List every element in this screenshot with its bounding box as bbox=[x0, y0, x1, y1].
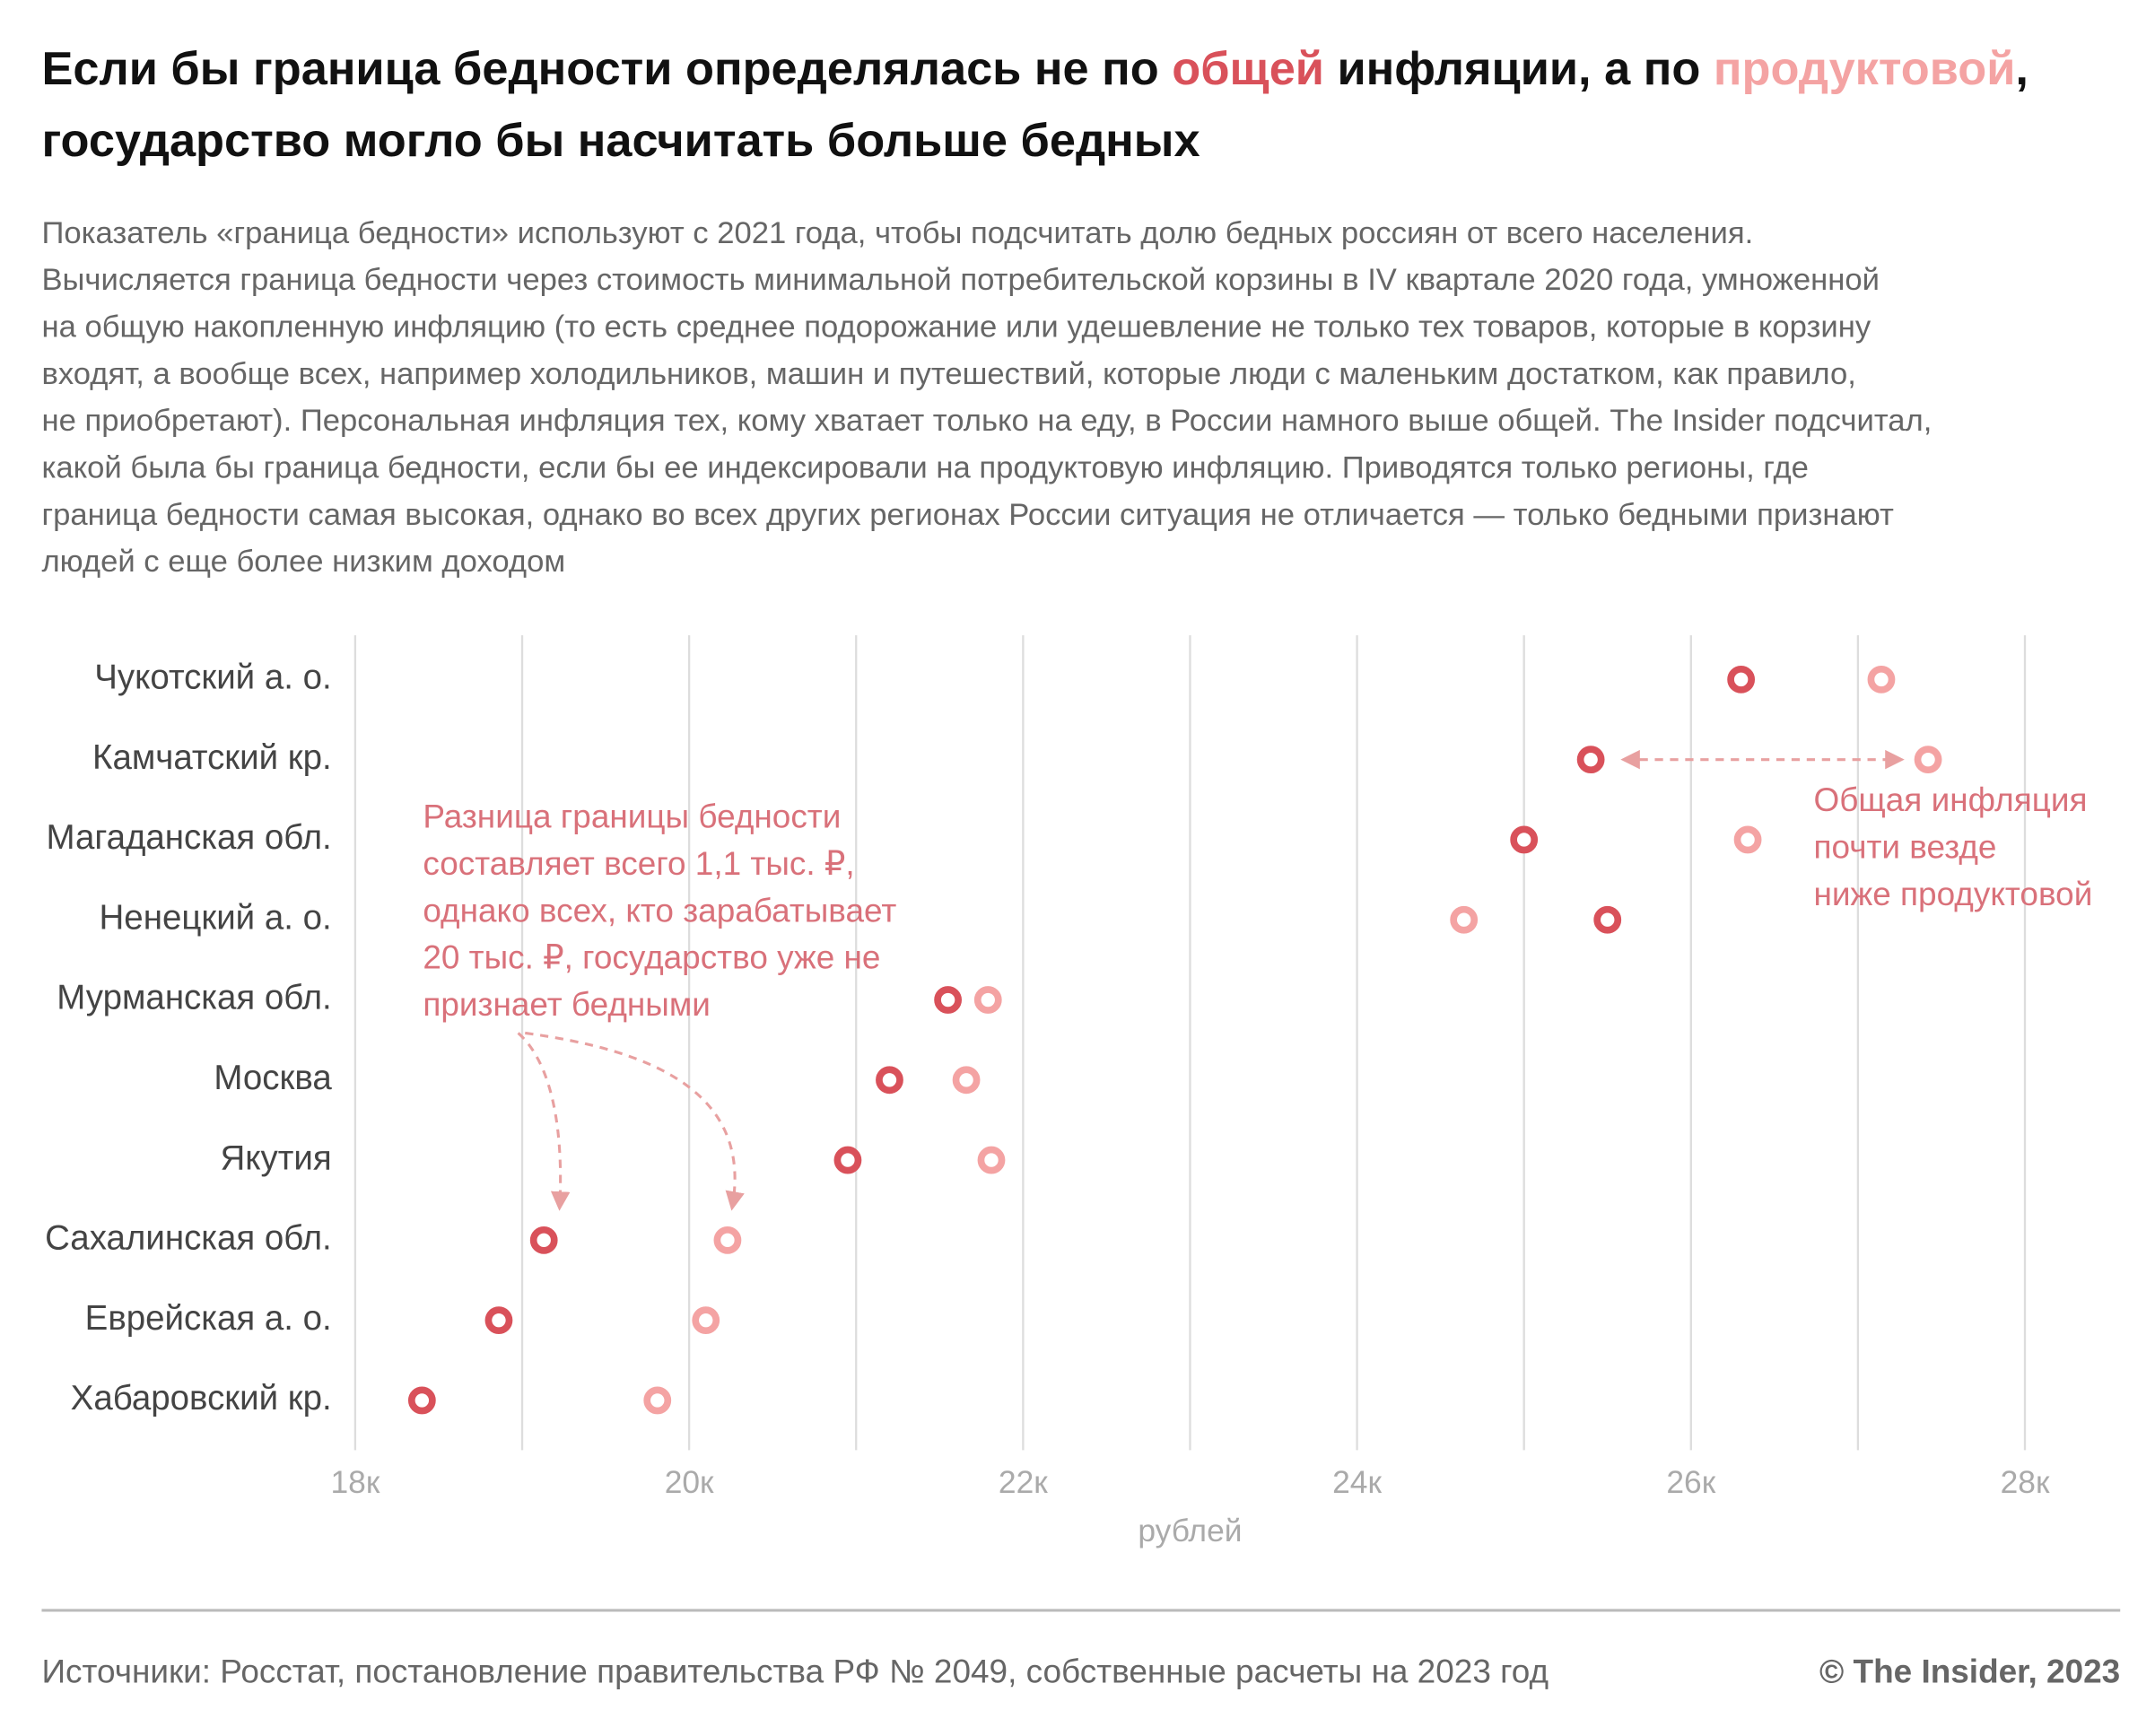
annotation-arrows bbox=[517, 749, 1905, 1211]
category-label: Чукотский а. о. bbox=[94, 659, 331, 697]
annotation: составляет всего 1,1 тыс. ₽, bbox=[423, 845, 854, 882]
title-part: Если бы граница бедности определялась не… bbox=[41, 43, 1172, 95]
annotation: однако всех, кто зарабатывает bbox=[423, 892, 896, 929]
dot bbox=[876, 1066, 903, 1095]
dot bbox=[407, 1386, 436, 1415]
category-label: Магаданская обл. bbox=[47, 818, 332, 857]
dot bbox=[1733, 825, 1762, 854]
subtitle-line: на общую накопленную инфляцию (то есть с… bbox=[41, 310, 1871, 345]
dot bbox=[934, 986, 962, 1014]
annotation: Разница границы бедности bbox=[423, 798, 841, 835]
category-label: Ненецкий а. о. bbox=[100, 898, 332, 937]
subtitle-line: входят, а вообще всех, например холодиль… bbox=[41, 357, 1855, 391]
title-part: инфляции, а по bbox=[1324, 43, 1714, 95]
title-series: общей bbox=[1172, 43, 1324, 95]
category-label: Мурманская обл. bbox=[57, 979, 331, 1017]
dot bbox=[1450, 905, 1479, 934]
chart-title: Если бы граница бедности определялась не… bbox=[41, 43, 2028, 95]
subtitle-line: не приобретают). Персональная инфляция т… bbox=[41, 404, 1932, 438]
subtitle-line: Показатель «граница бедности» используют… bbox=[41, 216, 1753, 250]
annotation: Общая инфляция bbox=[1813, 781, 2087, 818]
x-tick-label: 26к bbox=[1666, 1464, 1715, 1500]
x-tick-label: 20к bbox=[665, 1464, 714, 1500]
dot bbox=[713, 1226, 742, 1254]
subtitle-line: граница бедности самая высокая, однако в… bbox=[41, 498, 1893, 532]
x-tick-label: 22к bbox=[999, 1464, 1048, 1500]
category-label: Москва bbox=[214, 1059, 332, 1097]
x-tick-label: 28к bbox=[2001, 1464, 2050, 1500]
dot bbox=[1510, 825, 1539, 854]
category-label: Сахалинская обл. bbox=[45, 1219, 332, 1258]
category-label: Камчатский кр. bbox=[92, 738, 332, 777]
dot bbox=[529, 1226, 558, 1254]
title-series: продуктовой bbox=[1714, 43, 2016, 95]
subtitle-line: какой была бы граница бедности, если бы … bbox=[41, 451, 1808, 485]
dot bbox=[484, 1306, 513, 1335]
annotation: признает бедными bbox=[423, 986, 711, 1023]
x-axis-label: рублей bbox=[1138, 1513, 1242, 1548]
dot bbox=[1914, 746, 1942, 774]
source: Источники: Росстат, постановление правит… bbox=[41, 1653, 1549, 1689]
dot bbox=[977, 1146, 1006, 1174]
dot bbox=[952, 1066, 981, 1095]
dot bbox=[1576, 746, 1605, 774]
credit: © The Insider, 2023 bbox=[1819, 1653, 2120, 1689]
dot bbox=[973, 986, 1002, 1014]
category-label: Еврейская а. о. bbox=[85, 1299, 332, 1338]
dot bbox=[833, 1146, 862, 1174]
dot bbox=[692, 1306, 720, 1335]
chart-title: государство могло бы насчитать больше бе… bbox=[41, 115, 1200, 167]
annotation: ниже продуктовой bbox=[1813, 876, 2092, 912]
subtitle-line: людей с еще более низким доходом bbox=[41, 545, 565, 579]
arrow bbox=[517, 1032, 571, 1211]
annotation: 20 тыс. ₽, государство уже не bbox=[423, 939, 880, 976]
x-tick-label: 18к bbox=[330, 1464, 380, 1500]
dot bbox=[643, 1386, 672, 1415]
x-tick-label: 24к bbox=[1332, 1464, 1382, 1500]
category-label: Якутия bbox=[221, 1138, 332, 1177]
dot bbox=[1867, 665, 1896, 694]
dot bbox=[1727, 665, 1756, 694]
annotation: почти везде bbox=[1813, 828, 1996, 865]
title-part: , bbox=[2015, 43, 2028, 95]
dot bbox=[1593, 905, 1622, 934]
arrow bbox=[525, 1031, 745, 1211]
category-label: Хабаровский кр. bbox=[71, 1379, 332, 1418]
subtitle-line: Вычисляется граница бедности через стоим… bbox=[41, 263, 1879, 297]
